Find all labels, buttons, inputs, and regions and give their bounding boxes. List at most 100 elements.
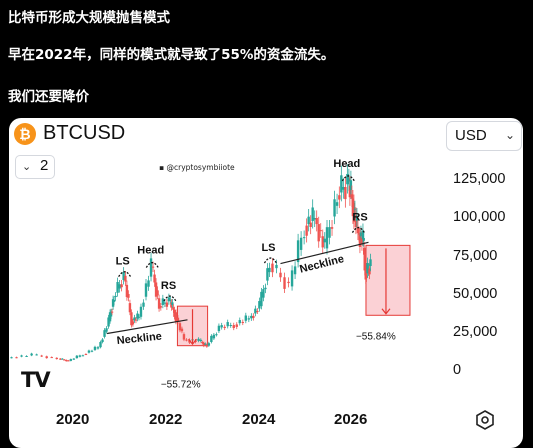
candle-body <box>330 227 334 229</box>
ls-arc-2026 <box>263 257 278 264</box>
candle-body <box>359 232 363 237</box>
candle-body <box>258 301 261 309</box>
y-tick-label: 50,000 <box>453 286 498 302</box>
candle-body <box>131 321 135 325</box>
label-ls: LS <box>116 256 130 268</box>
watermark: ▪ @cryptosymbiiote <box>159 163 235 172</box>
candle-body <box>305 225 308 236</box>
candle-body <box>368 268 371 275</box>
candle-body <box>244 315 248 321</box>
candle-body <box>67 360 70 362</box>
candle-body <box>142 302 145 307</box>
currency-select[interactable]: USD ⌄ <box>446 121 522 151</box>
candle-body <box>348 185 352 198</box>
candle-body <box>279 272 282 278</box>
candle-body <box>201 342 204 344</box>
candle-body <box>65 359 68 362</box>
candle-body <box>352 202 356 222</box>
candle-body <box>182 334 186 340</box>
candle-body <box>122 271 125 281</box>
candle-body <box>364 268 367 280</box>
candle-body <box>199 339 203 342</box>
candle-body <box>130 312 133 326</box>
candle-body <box>232 325 235 329</box>
candle-body <box>125 284 129 298</box>
candle-body <box>241 321 244 323</box>
candle-body <box>154 282 158 297</box>
candle-body <box>296 240 300 263</box>
candle-body <box>72 358 76 360</box>
candle-body <box>55 357 58 360</box>
candle-body <box>149 258 153 277</box>
chevron-down-icon: ⌄ <box>504 128 515 142</box>
candle-body <box>176 317 180 322</box>
candle-body <box>250 315 253 319</box>
candle-body <box>226 322 229 327</box>
candle-body <box>223 326 226 328</box>
candle-body <box>25 355 28 357</box>
candle-body <box>105 328 108 332</box>
candle-body <box>99 342 102 348</box>
candle-body <box>210 335 213 343</box>
candle-body <box>328 227 331 238</box>
candle-body <box>61 358 64 360</box>
candle-body <box>307 216 310 225</box>
candle-body <box>103 330 106 337</box>
candle-body <box>170 302 173 308</box>
candle-body <box>321 236 324 248</box>
ls-arc-2022 <box>118 271 132 278</box>
drop-arrow-2026-head <box>381 308 391 315</box>
post-conclusion: 我们还要降价 <box>8 89 89 105</box>
candle-body <box>134 319 138 321</box>
x-tick-label: 2026 <box>334 411 368 428</box>
hexagon-settings-icon[interactable] <box>474 409 496 431</box>
label-neckline: Neckline <box>116 330 162 347</box>
candle-body <box>75 355 79 359</box>
candle-body <box>110 311 114 313</box>
interval-select[interactable]: ⌄ 2 <box>15 155 55 179</box>
candle-body <box>118 284 121 289</box>
candle-body <box>69 359 73 361</box>
candle-body <box>207 343 211 346</box>
candle-body <box>109 311 113 317</box>
rs-arc-2022 <box>163 295 177 302</box>
head-arc-2026 <box>341 175 355 182</box>
rs-arc-2026 <box>351 227 365 233</box>
candle-body <box>309 222 312 227</box>
candle-body <box>15 357 18 359</box>
candle-body <box>290 270 294 287</box>
label-rs: RS <box>352 212 367 224</box>
candle-body <box>171 302 174 305</box>
candle-body <box>144 283 148 297</box>
candle-body <box>311 207 314 222</box>
candle-body <box>120 284 123 288</box>
candle-body <box>252 315 255 318</box>
watermark-text: @cryptosymbiiote <box>166 163 235 172</box>
candle-body <box>361 230 365 240</box>
candle-body <box>333 199 336 217</box>
y-tick-label: 100,000 <box>453 209 506 225</box>
tradingview-logo: TV <box>21 368 51 392</box>
y-tick-label: 25,000 <box>453 324 498 340</box>
candle-body <box>293 266 297 275</box>
candle-body <box>93 346 97 350</box>
chart-header: ₿ BTCUSD USD ⌄ <box>9 118 523 154</box>
candle-body <box>238 320 241 324</box>
candle-body <box>178 323 182 331</box>
candle-body <box>114 295 117 298</box>
candle-body <box>254 308 257 314</box>
candle-body <box>159 306 163 308</box>
price-chart: LS Head RS Neckline −55.72% LS Head RS Neckline −… <box>10 158 411 391</box>
candle-body <box>90 350 94 352</box>
candle-body <box>165 302 169 307</box>
post-body: 早在2022年，同样的模式就导致了55%的资金流失。 <box>8 47 335 63</box>
candle-body <box>283 277 286 289</box>
candle-body <box>317 224 320 242</box>
candle-body <box>107 317 110 327</box>
candle-body <box>260 291 263 307</box>
candle-body <box>84 354 88 356</box>
label-drop: −55.72% <box>161 380 201 391</box>
candle-body <box>357 233 361 235</box>
label-head: Head <box>137 245 164 257</box>
candle-body <box>342 186 345 190</box>
